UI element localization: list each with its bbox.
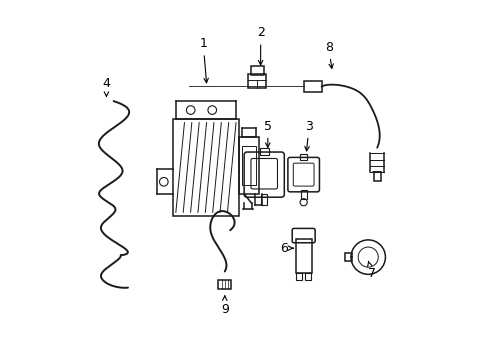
Bar bbox=[300, 190, 306, 199]
Bar bbox=[300, 154, 306, 159]
Bar bbox=[296, 273, 302, 280]
Bar bbox=[260, 148, 268, 155]
Bar bbox=[250, 66, 263, 75]
Bar bbox=[242, 146, 255, 185]
Text: 1: 1 bbox=[199, 37, 208, 83]
Bar bbox=[239, 137, 258, 194]
Bar bbox=[373, 172, 380, 181]
Text: 3: 3 bbox=[304, 120, 312, 151]
Bar bbox=[344, 253, 351, 261]
Text: 2: 2 bbox=[256, 27, 264, 65]
Text: 6: 6 bbox=[280, 242, 293, 255]
Bar bbox=[218, 280, 231, 289]
Text: 7: 7 bbox=[367, 261, 375, 280]
Bar bbox=[261, 194, 266, 205]
Text: 9: 9 bbox=[221, 296, 228, 316]
Bar bbox=[172, 119, 239, 216]
Text: 4: 4 bbox=[102, 77, 110, 96]
Text: 5: 5 bbox=[263, 120, 271, 147]
Bar bbox=[303, 81, 321, 92]
Bar bbox=[295, 239, 311, 273]
Bar bbox=[305, 273, 310, 280]
Text: 8: 8 bbox=[324, 41, 333, 68]
